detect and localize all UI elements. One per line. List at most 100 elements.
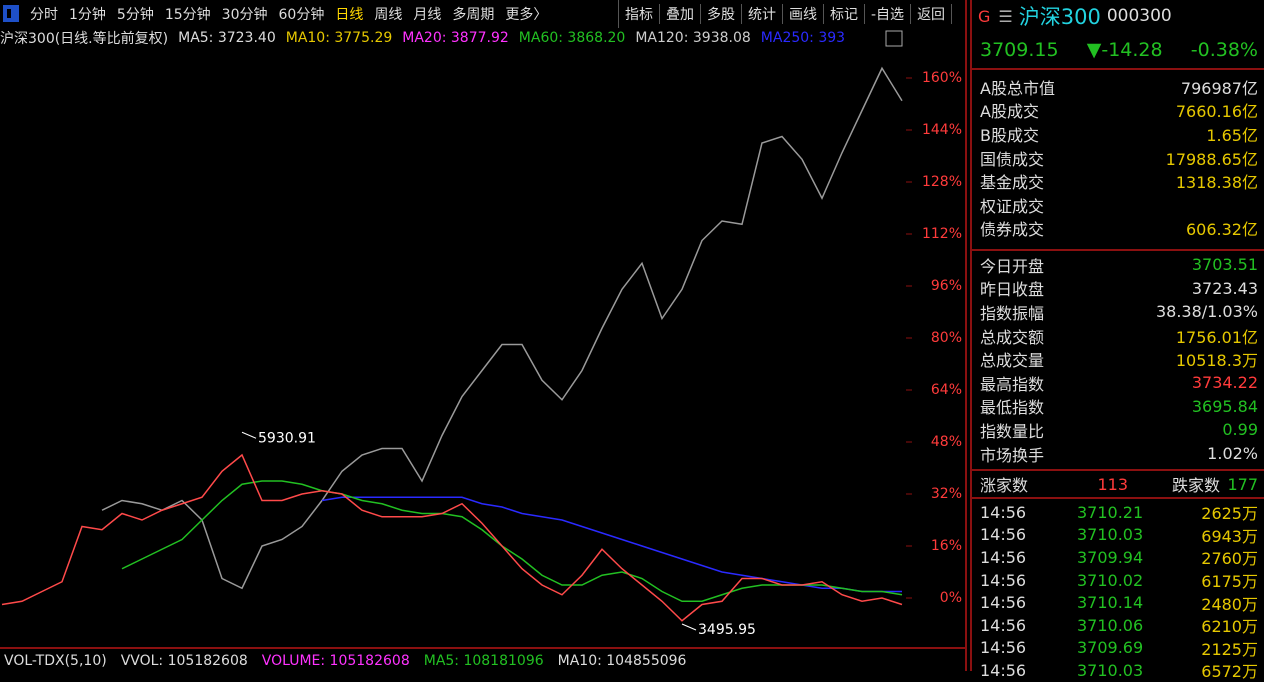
down-label: 跌家数	[1171, 476, 1220, 495]
stat-value: 10518.3万	[1175, 351, 1258, 371]
up-count: 113	[1097, 474, 1128, 494]
tick-volume: 6210万	[1201, 617, 1258, 637]
y-tick-label: 0%	[940, 590, 962, 606]
period-button[interactable]: 日线	[335, 7, 364, 23]
stat-row: 昨日收盘 3723.43	[972, 277, 1264, 301]
tick-row: 14:56 3710.02 6175万	[972, 569, 1264, 592]
y-tick-label: 112%	[922, 226, 962, 242]
stat-value: 3734.22	[1191, 373, 1258, 393]
period-button[interactable]: 60分钟	[278, 7, 325, 23]
tick-time: 14:56	[980, 525, 1027, 545]
tick-time: 14:56	[980, 593, 1027, 613]
tool-button[interactable]: 叠加	[666, 4, 701, 24]
stat-row: 市场换手 1.02%	[972, 442, 1264, 466]
series-line	[1, 453, 903, 622]
y-tick-label: 16%	[931, 538, 962, 554]
tick-time: 14:56	[980, 660, 1027, 680]
series-line	[101, 66, 903, 590]
stat-label: 总成交额	[980, 327, 1045, 347]
stat-label: 今日开盘	[980, 256, 1045, 276]
quote-price: 3709.15	[980, 39, 1059, 61]
ma-label: MA20: 3877.92	[402, 30, 509, 46]
tick-volume: 6943万	[1201, 526, 1258, 546]
tick-row: 14:56 3710.03 6572万	[972, 659, 1264, 682]
stat-value: 1318.38亿	[1175, 173, 1258, 193]
period-button[interactable]: 5分钟	[116, 7, 154, 23]
tool-button[interactable]: 返回	[917, 4, 953, 24]
tool-button[interactable]: -自选	[871, 4, 912, 24]
tick-row: 14:56 3710.03 6943万	[972, 524, 1264, 547]
volume-label: VVOL: 105182608	[120, 653, 248, 669]
y-tick-label: 96%	[931, 278, 962, 294]
period-button[interactable]: 30分钟	[221, 7, 268, 23]
period-button[interactable]: 更多〉	[505, 7, 548, 23]
stat-label: 最低指数	[980, 398, 1045, 418]
stat-value: 1756.01亿	[1175, 327, 1258, 347]
tick-price: 3710.14	[1077, 593, 1144, 613]
stat-value: 3723.43	[1191, 278, 1258, 298]
tick-row: 14:56 3709.94 2760万	[972, 546, 1264, 569]
tick-volume: 6572万	[1201, 662, 1258, 682]
y-tick-label: 160%	[922, 70, 962, 86]
stat-row: 国债成交 17988.65亿	[972, 146, 1264, 170]
period-button[interactable]: 月线	[413, 7, 442, 23]
period-button[interactable]: 1分钟	[69, 7, 106, 23]
quote-change: ▼-14.28	[1086, 39, 1163, 61]
ma-label: MA5: 3723.40	[178, 30, 276, 46]
ma-label: MA250: 393	[760, 30, 846, 46]
tick-price: 3710.06	[1077, 615, 1144, 635]
stats: A股总市值 796987亿 A股成交 7660.16亿 B股成交 1.65亿 国债成交 179…	[972, 68, 1264, 249]
tick-row: 14:56 3710.21 2625万	[972, 501, 1264, 524]
tick-time: 14:56	[980, 547, 1027, 567]
stat-value: 3703.51	[1191, 255, 1258, 275]
stat-row: B股成交 1.65亿	[972, 122, 1264, 146]
tick-volume: 2480万	[1201, 594, 1258, 614]
period-button[interactable]: 分时	[30, 7, 58, 23]
menu-icon[interactable]: ☰	[998, 6, 1013, 26]
tick-list: 14:56 3710.21 2625万 14:56 3710.03 6943万 14:56 3…	[972, 497, 1264, 682]
tick-time: 14:56	[980, 615, 1027, 635]
tool-button[interactable]: 标记	[830, 4, 865, 24]
stat-value: 796987亿	[1180, 78, 1258, 98]
stat-label: 权证成交	[980, 196, 1045, 216]
tool-button[interactable]: 指标	[625, 4, 660, 24]
tick-row: 14:56 3709.69 2125万	[972, 637, 1264, 660]
y-tick-label: 64%	[931, 382, 962, 398]
tick-time: 14:56	[980, 638, 1027, 658]
tick-row: 14:56 3710.14 2480万	[972, 591, 1264, 614]
annotation-arrow	[681, 623, 697, 631]
quote-percent: -0.38%	[1190, 39, 1258, 61]
tool-button[interactable]: 画线	[789, 4, 824, 24]
period-button[interactable]: 周线	[374, 7, 403, 23]
stat-row: 权证成交	[972, 193, 1264, 217]
y-tick-label: 32%	[931, 486, 962, 502]
up-label: 涨家数	[980, 476, 1029, 495]
stat-label: 指数量比	[980, 421, 1045, 441]
window-button[interactable]	[885, 30, 903, 47]
down-count: 177	[1227, 474, 1258, 494]
stat-label: 总成交量	[980, 351, 1045, 371]
ma-label: MA60: 3868.20	[518, 30, 626, 46]
tick-price: 3709.69	[1077, 638, 1144, 658]
tool-button[interactable]: 多股	[707, 4, 742, 24]
period-button[interactable]: 15分钟	[164, 7, 211, 23]
stats2: 今日开盘 3703.51 昨日收盘 3723.43 指数振幅 38.38/1.03% 总成交…	[972, 249, 1264, 469]
tick-price: 3709.94	[1077, 547, 1144, 567]
volume-label: MA5: 108181096	[423, 653, 544, 669]
ma-label: MA10: 3775.29	[285, 30, 393, 46]
tick-time: 14:56	[980, 502, 1027, 522]
stat-label: 昨日收盘	[980, 280, 1045, 300]
quote-prefix: G	[978, 6, 991, 26]
tool-button[interactable]: 统计	[748, 4, 783, 24]
stat-row: A股成交 7660.16亿	[972, 99, 1264, 123]
stat-row: A股总市值 796987亿	[972, 75, 1264, 99]
stat-row: 指数量比 0.99	[972, 418, 1264, 442]
stat-value: 0.99	[1222, 420, 1258, 440]
tick-volume: 2625万	[1201, 504, 1258, 524]
period-button[interactable]: 多周期	[452, 7, 495, 23]
stat-value: 1.02%	[1207, 444, 1258, 464]
tick-price: 3710.21	[1077, 502, 1144, 522]
stat-row: 总成交量 10518.3万	[972, 347, 1264, 371]
tools: 指标 叠加 多股 统计 画线 标记 -自选 返回	[618, 0, 958, 28]
